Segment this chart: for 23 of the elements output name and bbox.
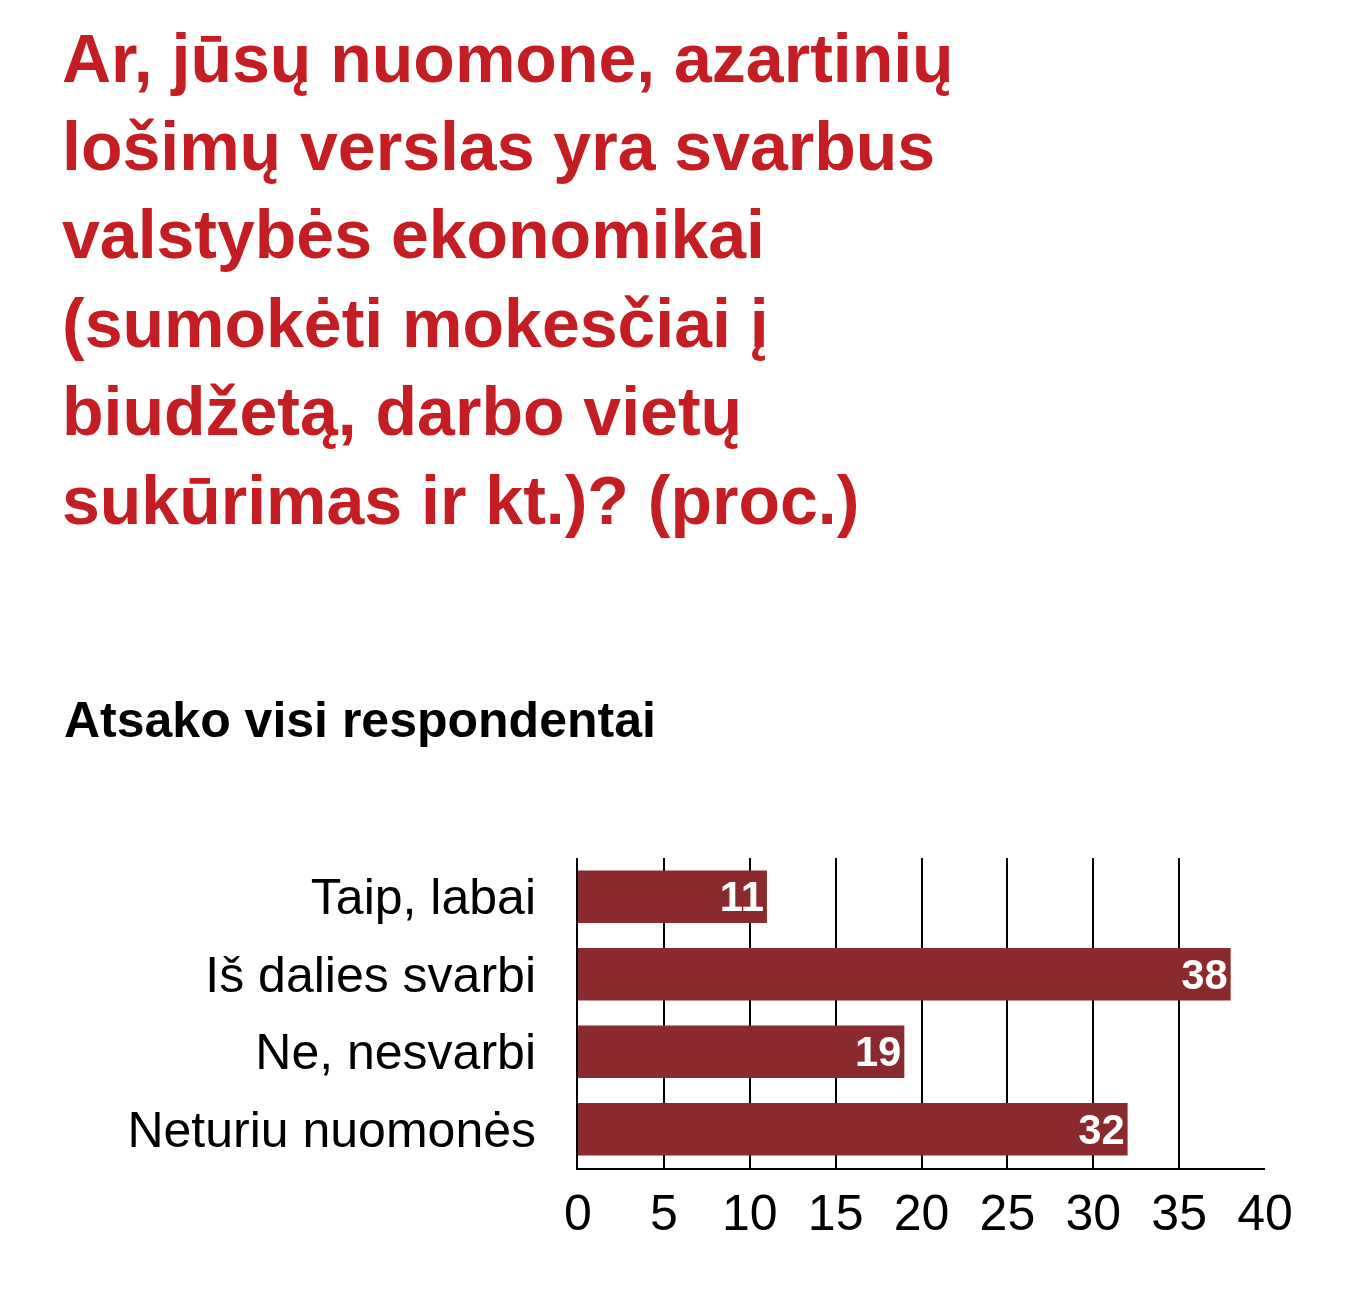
x-tick-label: 10 [721, 1185, 778, 1241]
x-tick-label: 30 [1065, 1185, 1122, 1241]
data-label: 11 [719, 873, 764, 921]
y-tick-label: Taip, labai [310, 869, 536, 926]
data-label: 19 [854, 1028, 902, 1076]
x-tick-label: 15 [807, 1185, 864, 1241]
x-tick-label: 0 [564, 1185, 592, 1241]
x-tick-label: 20 [893, 1185, 950, 1241]
bar [578, 1102, 1128, 1156]
x-tick-label: 5 [649, 1185, 678, 1241]
chart-title: Ar, jūsų nuomone, azartinių lošimų verslas yra svarbus valstybės ekonomikai (sumokėti mokesčiai į biudžetą, darbo vietų sukūrimas ir kt.)? (proc.) [62, 19, 954, 538]
x-tick-label: 25 [979, 1185, 1036, 1241]
bar [578, 870, 767, 924]
chart-subtitle: Atsako visi respondentai [64, 692, 656, 748]
data-label: 32 [1078, 1105, 1125, 1153]
data-label: 38 [1181, 950, 1228, 998]
y-tick-label: Ne, nesvarbi [255, 1024, 536, 1081]
y-tick-label: Neturiu nuomonės [127, 1101, 536, 1158]
x-tick-label: 35 [1151, 1185, 1207, 1241]
y-tick-label: Iš dalies svarbi [205, 946, 536, 1003]
bar [578, 947, 1231, 1001]
x-tick-label: 40 [1237, 1185, 1293, 1241]
bar [578, 1025, 905, 1079]
